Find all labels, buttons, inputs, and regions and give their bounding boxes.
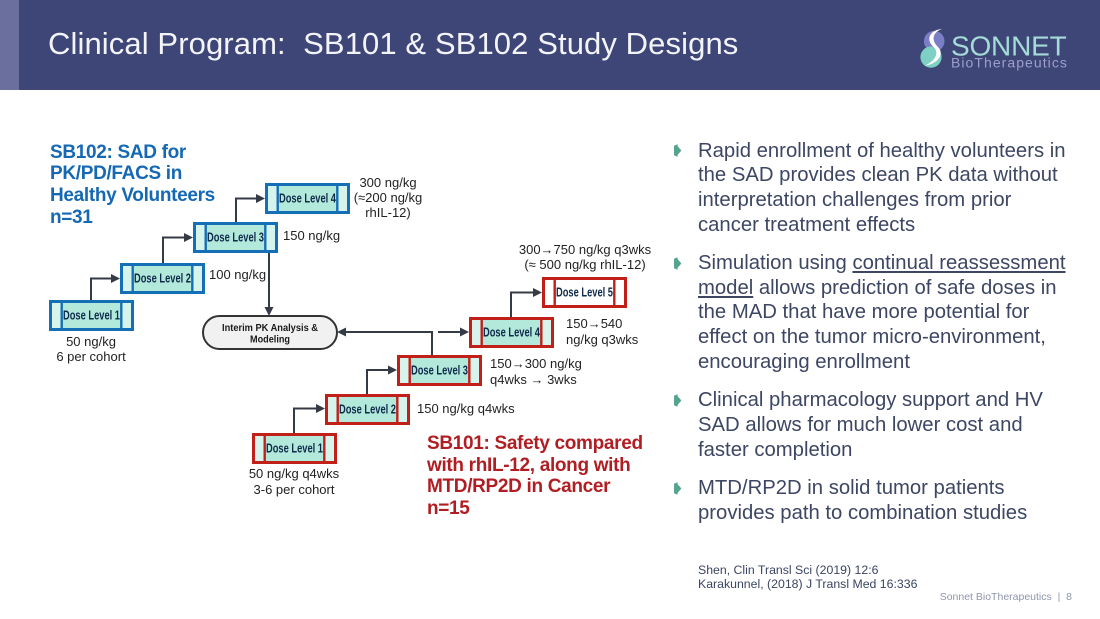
svg-text:BioTherapeutics: BioTherapeutics [951, 55, 1068, 71]
svg-text:Dose Level 4: Dose Level 4 [279, 192, 336, 206]
svg-text:Dose Level 1: Dose Level 1 [266, 442, 323, 456]
svg-text:Interim PK Analysis &: Interim PK Analysis & [222, 323, 318, 334]
svg-text:SONNET: SONNET [951, 31, 1067, 62]
svg-text:Dose Level 2: Dose Level 2 [134, 272, 191, 286]
svg-text:Dose Level 3: Dose Level 3 [411, 364, 468, 378]
svg-text:Dose Level 2: Dose Level 2 [339, 403, 396, 417]
svg-text:Dose Level 1: Dose Level 1 [63, 309, 120, 323]
svg-text:Modeling: Modeling [250, 335, 290, 346]
svg-text:Dose Level 4: Dose Level 4 [483, 326, 540, 340]
svg-text:Dose Level 3: Dose Level 3 [207, 231, 264, 245]
svg-text:Dose Level 5: Dose Level 5 [556, 286, 613, 300]
